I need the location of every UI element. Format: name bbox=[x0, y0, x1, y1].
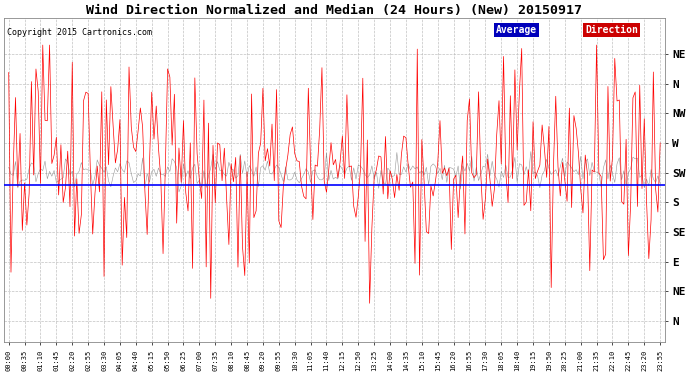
Text: Copyright 2015 Cartronics.com: Copyright 2015 Cartronics.com bbox=[8, 28, 152, 37]
Text: Direction: Direction bbox=[585, 25, 638, 35]
Text: Average: Average bbox=[496, 25, 538, 35]
Title: Wind Direction Normalized and Median (24 Hours) (New) 20150917: Wind Direction Normalized and Median (24… bbox=[86, 4, 582, 17]
